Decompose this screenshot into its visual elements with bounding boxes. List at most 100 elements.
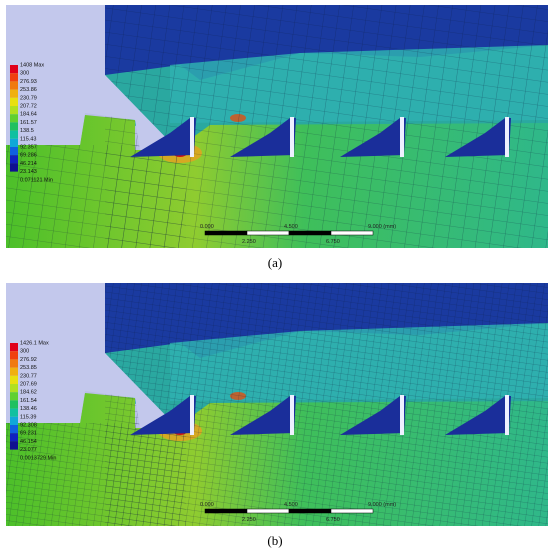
tool-edge xyxy=(400,117,404,157)
legend-swatch xyxy=(10,425,18,434)
scale-label: 4.500 xyxy=(284,224,298,230)
legend-swatch xyxy=(10,130,18,139)
legend-swatch xyxy=(10,375,18,384)
legend-label: 92.308 xyxy=(20,422,37,428)
legend-swatch xyxy=(10,65,18,74)
legend-label: 230.79 xyxy=(20,95,37,101)
legend-swatch xyxy=(10,138,18,147)
legend-label: 138.46 xyxy=(20,406,37,412)
chip-notch xyxy=(230,118,296,157)
scale-bar xyxy=(288,508,332,514)
scale-label: 0.000 xyxy=(200,502,214,508)
legend-label: 253.85 xyxy=(20,365,37,371)
legend-label: 138.5 xyxy=(20,128,34,134)
scale-bar xyxy=(288,230,332,236)
legend-label: 23.143 xyxy=(20,169,37,175)
tool-edge xyxy=(190,395,194,435)
fea-panel: 1408 Max 300 276.93 253.86 230.79 207.72 184.6… xyxy=(6,5,548,248)
tool-edge xyxy=(505,117,509,157)
chip-notch xyxy=(340,396,406,435)
legend-label: 69.231 xyxy=(20,431,37,437)
legend-label: 115.43 xyxy=(20,136,36,142)
scale-bar xyxy=(330,508,374,514)
legend-swatch xyxy=(10,392,18,401)
legend-swatch xyxy=(10,163,18,172)
legend-label: 276.93 xyxy=(20,79,37,85)
fea-panel: 1426.1 Max 300 276.92 253.85 230.77 207.69 184… xyxy=(6,283,548,526)
legend-label: 46.154 xyxy=(20,439,37,445)
chip-notch xyxy=(445,118,511,157)
scale-label: 6.750 xyxy=(326,517,340,523)
legend-swatch xyxy=(10,351,18,360)
scale-bar xyxy=(246,230,290,236)
tool-edge xyxy=(190,117,194,157)
legend-label: 300 xyxy=(20,71,29,77)
legend-swatch xyxy=(10,155,18,164)
mesh xyxy=(6,145,186,248)
legend-swatch xyxy=(10,106,18,115)
legend-label: 161.57 xyxy=(20,120,37,126)
scale-label: 2.250 xyxy=(242,239,256,245)
legend-label: 161.54 xyxy=(20,398,37,404)
legend-swatch xyxy=(10,367,18,376)
legend-label: 92.357 xyxy=(20,144,37,150)
legend-label: 1426.1 Max xyxy=(20,340,49,346)
legend-label: 207.72 xyxy=(20,103,37,109)
chip-notch xyxy=(130,396,196,435)
legend-label: 184.62 xyxy=(20,390,37,396)
scale-label: 4.500 xyxy=(284,502,298,508)
scale-label: 9.000 (mm) xyxy=(368,224,396,230)
scale-label: 0.000 xyxy=(200,224,214,230)
mesh xyxy=(6,423,186,526)
tool-edge xyxy=(290,395,294,435)
legend-swatch xyxy=(10,89,18,98)
legend-label: 1408 Max xyxy=(20,62,44,68)
legend-label: 115.39 xyxy=(20,414,36,420)
scale-bar xyxy=(246,508,290,514)
scale-label: 9.000 (mm) xyxy=(368,502,396,508)
scale-label: 2.250 xyxy=(242,517,256,523)
legend-label: 0.071121 Min xyxy=(20,177,53,183)
legend-swatch xyxy=(10,359,18,368)
scale-label: 6.750 xyxy=(326,239,340,245)
tool-edge xyxy=(505,395,509,435)
tool xyxy=(6,5,175,150)
legend-swatch xyxy=(10,97,18,106)
panel-label: (b) xyxy=(267,533,282,548)
tool-edge xyxy=(400,395,404,435)
legend-swatch xyxy=(10,343,18,352)
legend-label: 184.64 xyxy=(20,112,37,118)
legend-label: 23.077 xyxy=(20,447,37,453)
chip-notch xyxy=(130,118,196,157)
scale-bar xyxy=(204,508,248,514)
panel-label: (a) xyxy=(268,255,282,270)
legend-label: 300 xyxy=(20,349,29,355)
legend-label: 276.92 xyxy=(20,357,37,363)
legend-swatch xyxy=(10,400,18,409)
legend-swatch xyxy=(10,122,18,131)
legend-label: 0.0013729 Min xyxy=(20,455,56,461)
legend-label: 207.69 xyxy=(20,381,37,387)
tool xyxy=(6,283,175,428)
scale-bar xyxy=(204,230,248,236)
legend-label: 230.77 xyxy=(20,373,37,379)
scale-bar xyxy=(330,230,374,236)
chip-notch xyxy=(445,396,511,435)
legend-swatch xyxy=(10,73,18,82)
chip-notch xyxy=(340,118,406,157)
legend-label: 253.86 xyxy=(20,87,37,93)
legend-swatch xyxy=(10,433,18,442)
legend-swatch xyxy=(10,416,18,425)
legend-swatch xyxy=(10,81,18,90)
legend-label: 46.214 xyxy=(20,161,37,167)
legend-label: 69.286 xyxy=(20,153,37,159)
tool-edge xyxy=(290,117,294,157)
chip-notch xyxy=(230,396,296,435)
legend-swatch xyxy=(10,147,18,156)
legend-swatch xyxy=(10,384,18,393)
legend-swatch xyxy=(10,114,18,123)
legend-swatch xyxy=(10,441,18,450)
legend-swatch xyxy=(10,408,18,417)
